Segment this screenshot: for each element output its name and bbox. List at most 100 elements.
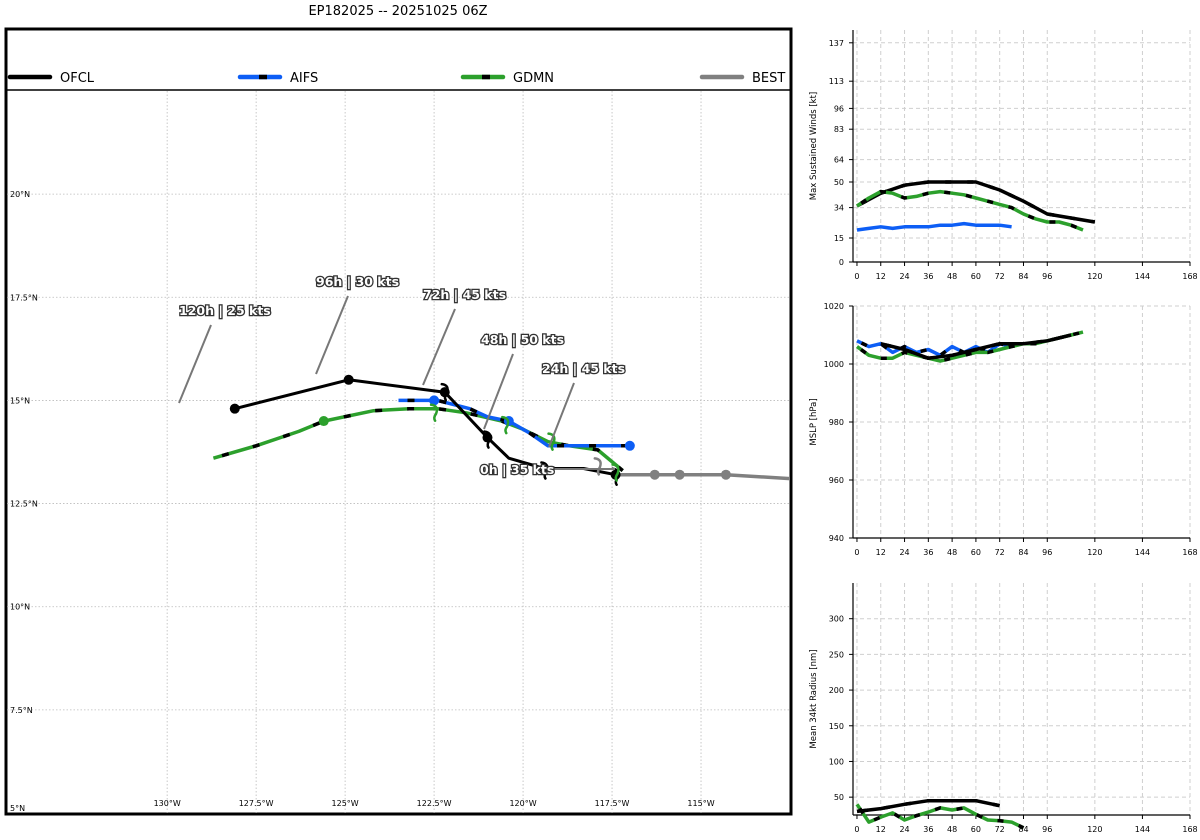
x-tick-label: 96 — [1042, 548, 1052, 557]
x-tick-label: 48 — [947, 825, 957, 834]
x-tick-label: 120 — [1087, 548, 1102, 557]
x-tick-label: 120 — [1087, 825, 1102, 834]
x-tick-label: 12 — [876, 825, 886, 834]
radius-panel: 0 12 24 36 48 60 72 84 96 120 144 168 50 100 150 200 250… — [809, 583, 1198, 834]
y-tick-label: 0 — [839, 258, 844, 267]
y-axis-label: Max Sustained Winds [kt] — [809, 92, 819, 200]
x-tick-label: 12 — [876, 548, 886, 557]
gdmn-track-point — [318, 416, 329, 427]
x-tick-label: 0 — [854, 548, 859, 557]
storm-symbol — [440, 382, 449, 402]
x-tick-label: 84 — [1018, 272, 1028, 281]
x-tick-label: 24 — [899, 548, 909, 557]
storm-symbol — [483, 430, 492, 449]
best-track-point — [720, 469, 731, 480]
x-tick-label: 48 — [947, 272, 957, 281]
y-tick-label: 15 — [834, 234, 844, 243]
map-y-tick-label: 5°N — [10, 804, 25, 813]
map-y-tick-label: 17.5°N — [10, 293, 38, 302]
storm-symbol — [547, 432, 556, 451]
legend-label-aifs: AIFS — [290, 71, 318, 86]
map-x-tick-label: 130°W — [154, 799, 181, 808]
forecast-annotation-label: 96h | 30 kts — [316, 274, 399, 289]
forecast-annotation-label: 24h | 45 kts — [542, 361, 625, 376]
x-tick-label: 12 — [876, 272, 886, 281]
y-tick-label: 1000 — [824, 360, 844, 369]
x-tick-label: 120 — [1087, 272, 1102, 281]
y-axis-label: Mean 34kt Radius [nm] — [809, 649, 819, 748]
annotation-leader-line — [483, 353, 514, 430]
aifs-track-point — [624, 440, 635, 451]
forecast-annotation-label: 120h | 25 kts — [179, 303, 271, 318]
y-tick-label: 113 — [829, 77, 844, 86]
y-tick-label: 980 — [829, 418, 844, 427]
y-axis-label: MSLP [hPa] — [809, 398, 819, 445]
x-tick-label: 48 — [947, 548, 957, 557]
y-tick-label: 34 — [834, 204, 844, 213]
x-tick-label: 24 — [899, 272, 909, 281]
map-outer-frame — [4, 27, 793, 816]
map-x-tick-label: 117.5°W — [595, 799, 630, 808]
annotation-leader-line — [315, 295, 349, 375]
ofcl-series-line — [856, 180, 1096, 224]
y-tick-label: 250 — [829, 650, 844, 659]
y-tick-label: 137 — [829, 39, 844, 48]
annotation-leader-line — [178, 324, 212, 404]
best-track-point — [674, 469, 685, 480]
x-tick-label: 0 — [854, 825, 859, 834]
map-y-tick-label: 7.5°N — [10, 706, 33, 715]
wind-panel: 0 12 24 36 48 60 72 84 96 120 144 168 0 15 34 50 64 83 96 1… — [809, 30, 1198, 281]
aifs-track-point — [429, 395, 440, 406]
map-y-tick-label: 15°N — [10, 396, 30, 405]
map-gridlines — [7, 91, 790, 813]
forecast-annotation-label: 48h | 50 kts — [481, 332, 564, 347]
map-x-tick-label: 125°W — [332, 799, 359, 808]
y-tick-label: 83 — [834, 125, 844, 134]
x-tick-label: 36 — [923, 272, 933, 281]
x-tick-label: 84 — [1018, 548, 1028, 557]
best-track-point — [649, 469, 660, 480]
x-tick-label: 144 — [1135, 548, 1150, 557]
map-tick-labels: 130°W 127.5°W 125°W 122.5°W 120°W 117.5°W 115°… — [10, 190, 715, 813]
gdmn-series-dash — [855, 803, 1025, 830]
map-x-tick-label: 122.5°W — [417, 799, 452, 808]
y-tick-label: 300 — [829, 615, 844, 624]
x-tick-label: 144 — [1135, 825, 1150, 834]
storm-symbol — [611, 467, 620, 486]
x-tick-label: 72 — [995, 272, 1005, 281]
y-tick-label: 940 — [829, 534, 844, 543]
aifs-series-line — [856, 221, 1012, 232]
ofcl-track-point — [229, 403, 240, 414]
x-tick-label: 72 — [995, 825, 1005, 834]
y-tick-label: 1020 — [824, 302, 844, 311]
x-tick-label: 0 — [854, 272, 859, 281]
map-x-tick-label: 115°W — [687, 799, 714, 808]
x-tick-label: 24 — [899, 825, 909, 834]
map-y-tick-label: 10°N — [10, 603, 30, 612]
y-tick-label: 200 — [829, 686, 844, 695]
y-tick-label: 50 — [834, 178, 844, 187]
x-tick-label: 60 — [971, 272, 981, 281]
x-tick-label: 60 — [971, 825, 981, 834]
x-tick-label: 96 — [1042, 825, 1052, 834]
legend-label-ofcl: OFCL — [60, 71, 95, 86]
ofcl-series-dash — [880, 333, 1072, 360]
storm-symbol — [540, 461, 549, 480]
gdmn-series-dash — [855, 330, 1084, 363]
aifs-track-dash — [398, 398, 630, 448]
x-tick-label: 168 — [1182, 272, 1197, 281]
y-tick-label: 100 — [829, 757, 844, 766]
storm-symbol — [611, 463, 620, 482]
legend: OFCL AIFS GDMN BEST — [7, 71, 785, 86]
chart-title: EP182025 -- 20251025 06Z — [308, 4, 488, 19]
y-tick-label: 50 — [834, 793, 844, 802]
storm-symbol — [429, 403, 439, 422]
storm-symbol — [501, 415, 510, 435]
x-tick-label: 168 — [1182, 825, 1197, 834]
map-y-tick-label: 20°N — [10, 190, 30, 199]
legend-label-gdmn: GDMN — [513, 71, 554, 86]
y-tick-label: 960 — [829, 476, 844, 485]
gdmn-series-dash — [856, 189, 1084, 232]
map-panel — [4, 27, 793, 816]
